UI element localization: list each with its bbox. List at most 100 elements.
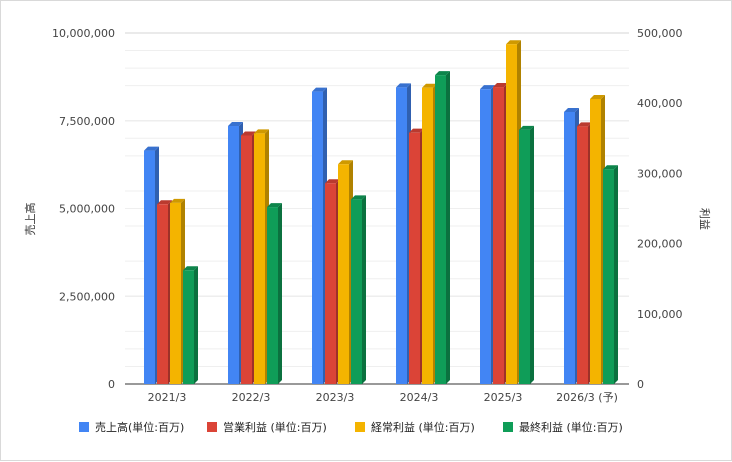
bar bbox=[228, 122, 243, 384]
x-axis: 2021/3 2022/3 2023/3 2024/3 2025/3 2026/3 (予) bbox=[148, 391, 618, 404]
bar-side bbox=[278, 203, 282, 384]
bar-side bbox=[446, 71, 450, 385]
bar-top bbox=[170, 198, 185, 203]
y-axis-right: 0 100,000 200,000 300,000 400,000 500,000 bbox=[637, 27, 683, 391]
bar bbox=[519, 125, 534, 384]
bar bbox=[325, 179, 340, 384]
y2-tick-label: 100,000 bbox=[637, 308, 683, 321]
bar bbox=[435, 71, 450, 385]
bar-front bbox=[267, 207, 278, 384]
bar-front bbox=[254, 133, 265, 384]
bar-front bbox=[480, 89, 491, 384]
legend-item: 経常利益 (単位:百万) bbox=[355, 420, 475, 434]
bar bbox=[144, 146, 159, 384]
bar-top bbox=[312, 87, 327, 92]
bar-top bbox=[144, 146, 159, 151]
bar-top bbox=[564, 107, 579, 112]
bar-top bbox=[325, 179, 340, 184]
bar-top bbox=[409, 128, 424, 133]
bar bbox=[170, 198, 185, 384]
legend-label: 最終利益 (単位:百万) bbox=[519, 420, 623, 434]
bar-side bbox=[614, 165, 618, 384]
bar-top bbox=[351, 195, 366, 200]
y2-tick-label: 500,000 bbox=[637, 27, 683, 40]
bar-top bbox=[254, 129, 269, 134]
bar bbox=[254, 129, 269, 384]
y-tick-label: 5,000,000 bbox=[59, 203, 115, 216]
bar-front bbox=[506, 44, 517, 385]
legend: 売上高(単位:百万) 営業利益 (単位:百万) 経常利益 (単位:百万) 最終利益 (… bbox=[79, 420, 623, 434]
bar-front bbox=[409, 132, 420, 384]
bar-top bbox=[396, 83, 411, 88]
bar bbox=[506, 40, 521, 385]
bar-top bbox=[435, 71, 450, 76]
x-tick-label: 2024/3 bbox=[400, 391, 439, 404]
bar-top bbox=[506, 40, 521, 45]
bar-front bbox=[590, 98, 601, 384]
bar-top bbox=[519, 125, 534, 130]
y2-axis-title: 利益 bbox=[698, 208, 712, 230]
bar bbox=[183, 266, 198, 384]
bar-front bbox=[183, 270, 194, 384]
bar bbox=[241, 131, 256, 384]
bar-front bbox=[144, 150, 155, 384]
bar-front bbox=[422, 87, 433, 385]
bar-top bbox=[228, 122, 243, 127]
x-tick-label: 2021/3 bbox=[148, 391, 187, 404]
x-tick-label: 2022/3 bbox=[232, 391, 271, 404]
y-tick-label: 0 bbox=[108, 378, 115, 391]
bar bbox=[338, 160, 353, 384]
bar bbox=[312, 87, 327, 384]
bar-top bbox=[603, 165, 618, 170]
bar bbox=[422, 83, 437, 385]
x-tick-label: 2026/3 (予) bbox=[556, 391, 618, 404]
bar-top bbox=[183, 266, 198, 271]
legend-swatch bbox=[79, 422, 89, 432]
x-tick-label: 2023/3 bbox=[316, 391, 355, 404]
bar-front bbox=[170, 202, 181, 384]
bar bbox=[603, 165, 618, 384]
y-axis-title: 売上高 bbox=[23, 203, 37, 236]
bar-front bbox=[241, 135, 252, 384]
bar bbox=[351, 195, 366, 384]
y-tick-label: 7,500,000 bbox=[59, 115, 115, 128]
bar-front bbox=[228, 126, 239, 384]
y-tick-label: 2,500,000 bbox=[59, 290, 115, 303]
bar-front bbox=[564, 111, 575, 384]
bar-side bbox=[530, 125, 534, 384]
bar-front bbox=[577, 126, 588, 384]
bar bbox=[267, 203, 282, 384]
bar-front bbox=[338, 164, 349, 384]
y-axis-left: 0 2,500,000 5,000,000 7,500,000 10,000,000 bbox=[52, 27, 115, 391]
bar-side bbox=[194, 266, 198, 384]
bar bbox=[409, 128, 424, 384]
bar-top bbox=[577, 122, 592, 127]
bar bbox=[396, 83, 411, 384]
x-tick-label: 2025/3 bbox=[484, 391, 523, 404]
bar-front bbox=[157, 204, 168, 384]
legend-label: 営業利益 (単位:百万) bbox=[223, 420, 327, 434]
bar-front bbox=[603, 169, 614, 384]
y-tick-label: 10,000,000 bbox=[52, 27, 115, 40]
bar-top bbox=[267, 203, 282, 208]
y2-tick-label: 0 bbox=[637, 378, 644, 391]
legend-swatch bbox=[207, 422, 217, 432]
grid-lines bbox=[125, 32, 629, 385]
bar-top bbox=[480, 85, 495, 90]
bars bbox=[144, 40, 618, 385]
bar-top bbox=[241, 131, 256, 136]
bar-front bbox=[493, 87, 504, 384]
legend-item: 営業利益 (単位:百万) bbox=[207, 420, 327, 434]
bar-top bbox=[157, 200, 172, 205]
bar-top bbox=[422, 83, 437, 88]
legend-item: 売上高(単位:百万) bbox=[79, 420, 184, 434]
legend-label: 売上高(単位:百万) bbox=[95, 420, 184, 434]
bar bbox=[480, 85, 495, 384]
bar-top bbox=[493, 83, 508, 88]
legend-item: 最終利益 (単位:百万) bbox=[503, 420, 623, 434]
bar bbox=[577, 122, 592, 384]
bar bbox=[493, 83, 508, 384]
bar-front bbox=[312, 91, 323, 384]
